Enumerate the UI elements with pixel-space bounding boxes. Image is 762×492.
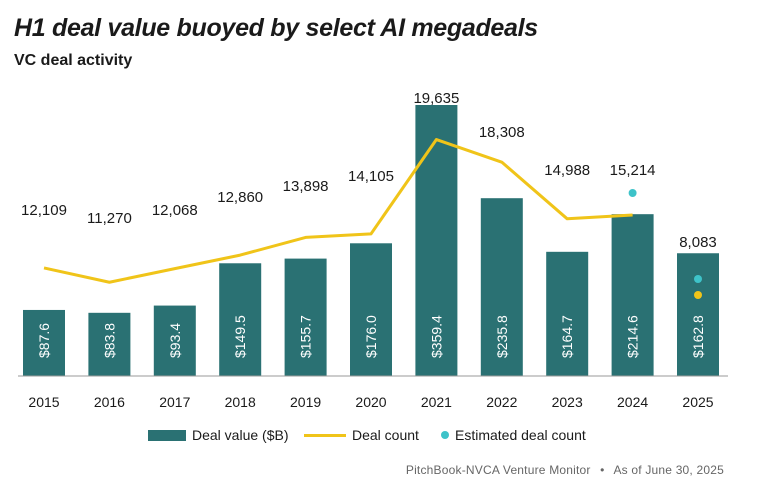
deal-count-label-2021: 19,635: [413, 90, 459, 107]
deal-count-label-2024: 15,214: [610, 162, 656, 179]
source-date: As of June 30, 2025: [613, 463, 724, 477]
legend-item-deal-count: Deal count: [304, 427, 419, 443]
bar-label-2015: $87.6: [36, 323, 52, 358]
x-tick-label-2025: 2025: [682, 394, 713, 410]
estimate-dot-layer: [628, 189, 702, 299]
dot-2024-estimate: [628, 189, 637, 197]
bar-2019: [284, 258, 327, 376]
bar-2018: [219, 263, 262, 376]
source-separator: •: [600, 463, 605, 477]
chart-subtitle: VC deal activity: [14, 52, 133, 69]
bar-2025: [677, 253, 719, 376]
x-tick-label-2020: 2020: [355, 394, 386, 410]
deal-count-label-2020: 14,105: [348, 168, 394, 185]
bar-label-2017: $93.4: [167, 323, 183, 358]
x-tick-label-2019: 2019: [290, 394, 321, 410]
bar-2023: [546, 251, 589, 376]
x-tick-label-2024: 2024: [617, 394, 648, 410]
x-tick-label-2021: 2021: [421, 394, 452, 410]
bar-label-2019: $155.7: [298, 315, 314, 358]
x-tick-label-2017: 2017: [159, 394, 190, 410]
legend-label-deal-count: Deal count: [352, 427, 419, 443]
x-tick-label-2015: 2015: [28, 394, 59, 410]
dot-2025-count: [694, 291, 702, 299]
deal-count-label-2017: 12,068: [152, 202, 198, 219]
bar-2017: [153, 305, 196, 376]
legend-item-estimated: Estimated deal count: [441, 427, 586, 443]
legend-swatch-bar: [148, 429, 186, 441]
dot-2025-estimate: [694, 275, 702, 283]
bar-label-2021: $359.4: [428, 315, 444, 358]
legend-swatch-dot: [441, 431, 449, 439]
legend-label-estimated: Estimated deal count: [455, 427, 586, 443]
x-tick-layer: 2015 2016 2017 2018 2019 2020 2021 2022 2023 2024…: [28, 394, 713, 410]
deal-count-label-2023: 14,988: [544, 162, 590, 179]
x-tick-label-2018: 2018: [225, 394, 256, 410]
bar-label-2024: $214.6: [625, 315, 641, 358]
bar-2024: [611, 214, 654, 376]
deal-count-line: [43, 138, 633, 284]
bar-2016: [88, 312, 131, 376]
deal-count-label-2025: 8,083: [679, 234, 717, 251]
bar-layer: [23, 105, 719, 376]
bar-label-2023: $164.7: [559, 315, 575, 358]
x-tick-label-2023: 2023: [552, 394, 583, 410]
bar-label-2018: $149.5: [232, 315, 248, 358]
bar-2022: [480, 198, 523, 376]
deal-count-line-layer: [43, 138, 633, 284]
source-name: PitchBook-NVCA Venture Monitor: [405, 463, 591, 477]
legend-item-deal-value: Deal value ($B): [148, 427, 289, 443]
bar-label-2022: $235.8: [494, 315, 510, 358]
bar-2021: [415, 105, 458, 376]
chart-title: H1 deal value buoyed by select AI megade…: [14, 14, 538, 42]
bar-label-2020: $176.0: [363, 315, 379, 358]
bar-label-2016: $83.8: [101, 323, 117, 358]
legend: Deal value ($B) Deal count Estimated dea…: [0, 427, 762, 449]
legend-swatch-line: [304, 433, 346, 437]
deal-count-label-2015: 12,109: [21, 202, 67, 219]
bar-2020: [350, 243, 392, 376]
bar-label-layer: $87.6 $83.8 $93.4 $149.5 $155.7 $176.0 $359.4 $…: [36, 315, 706, 358]
source-footer: PitchBook-NVCA Venture Monitor • As of J…: [406, 463, 724, 477]
deal-count-label-2016: 11,270: [87, 210, 132, 227]
deal-count-label-2022: 18,308: [479, 124, 525, 141]
chart-plot: $87.6 $83.8 $93.4 $149.5 $155.7 $176.0 $359.4 $…: [18, 90, 728, 410]
x-tick-label-2016: 2016: [94, 394, 125, 410]
bar-label-2025: $162.8: [690, 315, 706, 358]
deal-count-label-layer: 12,109 11,270 12,068 12,860 13,898 14,105 19,6…: [21, 90, 717, 251]
deal-count-label-2019: 13,898: [283, 178, 329, 195]
deal-count-label-2018: 12,860: [217, 189, 263, 206]
x-tick-label-2022: 2022: [486, 394, 517, 410]
bar-2015: [23, 309, 65, 376]
legend-label-deal-value: Deal value ($B): [192, 427, 289, 443]
